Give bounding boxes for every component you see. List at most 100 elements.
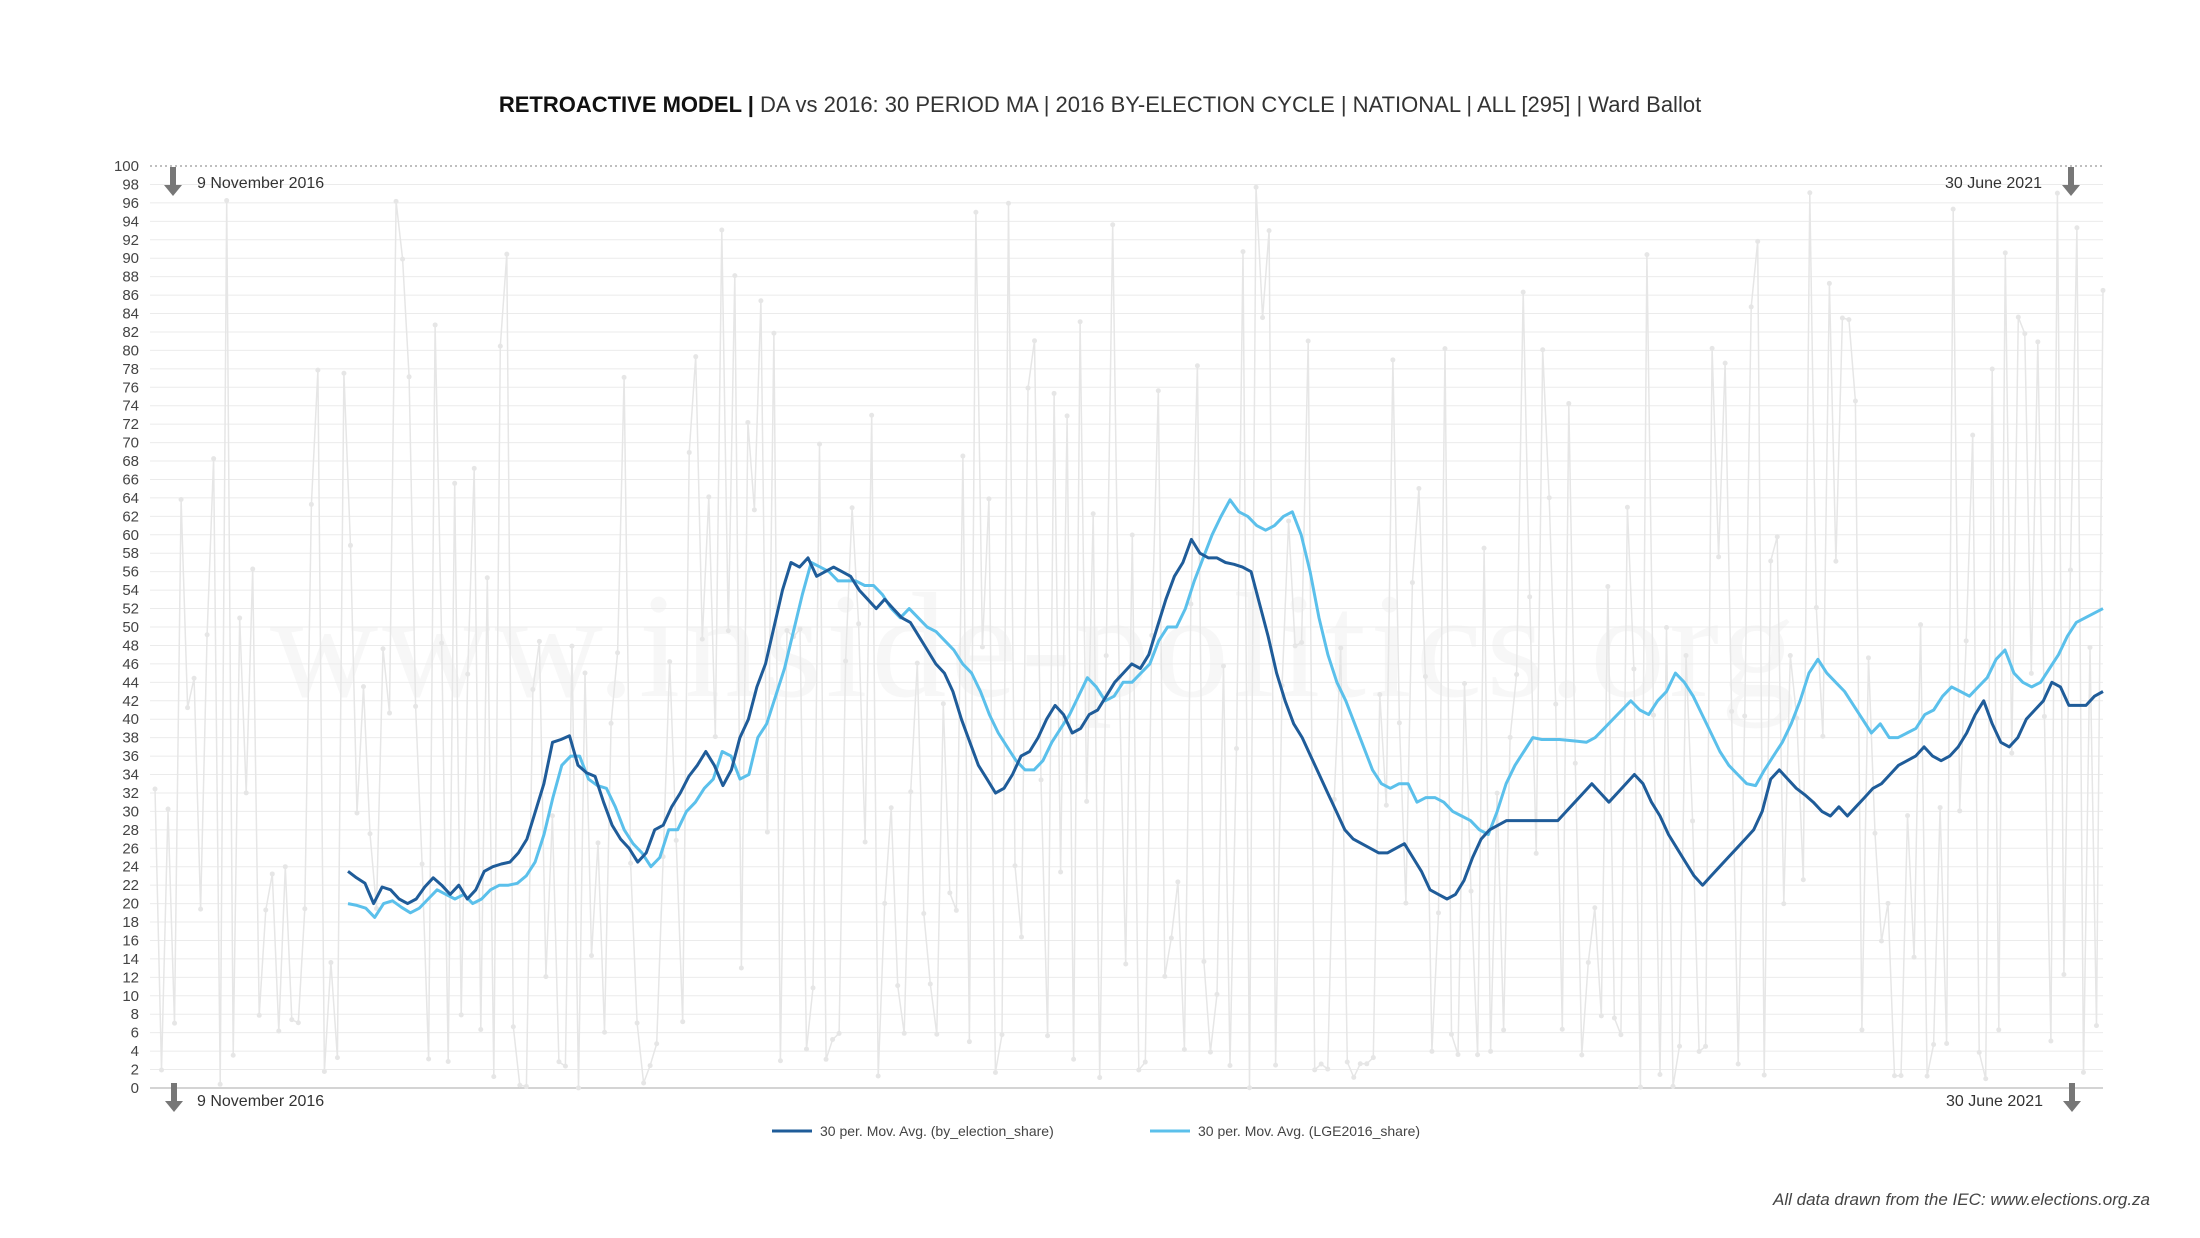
raw-data-point (1429, 1048, 1435, 1054)
raw-data-point (497, 343, 503, 349)
raw-data-point (1631, 666, 1637, 672)
raw-data-point (328, 960, 334, 966)
raw-data-point (1273, 1062, 1279, 1068)
raw-data-point (406, 374, 412, 380)
raw-data-point (673, 837, 679, 843)
raw-data-point (1533, 850, 1539, 856)
raw-data-point (1084, 798, 1090, 804)
raw-data-point (914, 660, 920, 666)
raw-data-point (1716, 554, 1722, 560)
series-line-by-election (347, 537, 2104, 906)
raw-data-point (1735, 1061, 1741, 1067)
raw-data-point (595, 840, 601, 846)
raw-data-point (2093, 1023, 2099, 1029)
raw-data-point (289, 1017, 295, 1023)
raw-data-point (523, 1083, 529, 1089)
raw-data-point (1051, 390, 1057, 396)
raw-data-point (2002, 250, 2008, 256)
raw-data-point (543, 974, 549, 980)
raw-data-point (1403, 900, 1409, 906)
raw-data-background (152, 184, 2106, 1091)
y-tick-label: 40 (122, 711, 139, 728)
raw-data-point (2061, 971, 2067, 977)
raw-data-point (1247, 1085, 1253, 1091)
raw-data-point (1383, 802, 1389, 808)
raw-data-point (432, 322, 438, 328)
raw-data-point (400, 256, 406, 262)
raw-data-point (1839, 315, 1845, 321)
raw-data-point (1670, 1083, 1676, 1089)
raw-data-point (712, 734, 718, 740)
raw-data-point (1266, 228, 1272, 234)
raw-data-point (256, 1012, 262, 1018)
raw-data-point (354, 810, 360, 816)
raw-data-point (426, 1056, 432, 1062)
raw-data-point (224, 198, 230, 204)
raw-data-point (947, 890, 953, 896)
raw-data-point (1181, 1047, 1187, 1053)
raw-data-point (159, 1067, 165, 1073)
raw-data-point (2080, 1069, 2086, 1075)
raw-data-point (810, 985, 816, 991)
raw-data-point (1690, 818, 1696, 824)
raw-data-point (771, 330, 777, 336)
raw-data-point (1468, 888, 1474, 894)
raw-data-point (2100, 287, 2106, 293)
raw-data-point (1748, 304, 1754, 310)
y-tick-label: 72 (122, 416, 139, 433)
raw-data-point (295, 1020, 301, 1026)
raw-data-point (738, 965, 744, 971)
raw-data-point (1038, 777, 1044, 783)
raw-data-point (1729, 708, 1735, 714)
raw-data-point (1755, 238, 1761, 244)
raw-data-point (2041, 713, 2047, 719)
raw-data-point (1422, 674, 1428, 680)
raw-data-point (556, 1059, 562, 1065)
raw-data-point (419, 861, 425, 867)
raw-data-point (1624, 504, 1630, 510)
raw-data-point (439, 640, 445, 646)
series-line-lge2016 (347, 498, 2104, 919)
raw-data-point (1820, 733, 1826, 739)
raw-data-point (1527, 594, 1533, 600)
raw-data-point (836, 1030, 842, 1036)
raw-data-point (1448, 1031, 1454, 1037)
arrow-down-icon (2068, 167, 2074, 186)
raw-data-point (1494, 790, 1500, 796)
y-tick-label: 58 (122, 545, 139, 562)
raw-data-point (478, 1026, 484, 1032)
raw-data-point (2048, 1038, 2054, 1044)
raw-data-point (1514, 671, 1520, 677)
raw-data-point (1768, 558, 1774, 564)
raw-data-point (237, 615, 243, 621)
raw-data-point (1475, 1052, 1481, 1058)
raw-data-point (1435, 910, 1441, 916)
raw-data-point (908, 789, 914, 795)
y-tick-label: 54 (122, 582, 139, 599)
raw-data-point (1240, 249, 1246, 255)
raw-data-point (1878, 938, 1884, 944)
raw-data-point (628, 860, 634, 866)
raw-data-point (979, 644, 985, 650)
raw-data-point (2074, 225, 2080, 231)
raw-data-point (1663, 625, 1669, 631)
raw-data-point (575, 1085, 581, 1091)
watermark: www.inside-politics.org (270, 563, 1800, 729)
raw-data-point (374, 906, 380, 912)
raw-data-point (927, 981, 933, 987)
raw-data-point (2028, 670, 2034, 676)
raw-data-point (1064, 413, 1070, 419)
raw-data-point (589, 953, 595, 959)
raw-data-point (1585, 959, 1591, 965)
raw-data-point (1325, 1066, 1331, 1072)
arrow-down-icon (2069, 1083, 2075, 1102)
y-tick-label: 22 (122, 877, 139, 894)
raw-data-point (784, 628, 790, 634)
raw-data-point (882, 900, 888, 906)
raw-data-point (764, 829, 770, 835)
raw-data-point (1657, 1072, 1663, 1078)
y-tick-label: 36 (122, 748, 139, 765)
raw-data-point (360, 684, 366, 690)
raw-data-point (1553, 701, 1559, 707)
raw-data-point (686, 449, 692, 455)
